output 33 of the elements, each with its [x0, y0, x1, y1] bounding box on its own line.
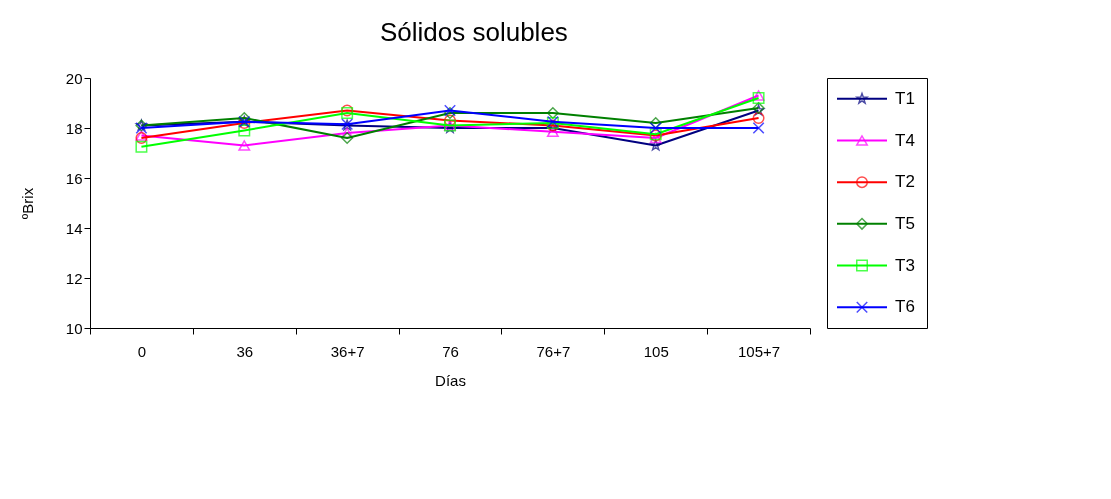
point	[135, 140, 148, 153]
y-axis-title: ºBrix	[18, 187, 36, 220]
y-tick-label: 16	[65, 169, 83, 187]
x-tick-label: 105+7	[738, 342, 781, 360]
point	[546, 126, 559, 138]
point	[546, 107, 559, 119]
x-tick-label: 76+7	[536, 342, 571, 360]
legend-label: T3	[895, 255, 915, 275]
y-tick-label: 10	[65, 319, 83, 337]
legend-label: T4	[895, 130, 915, 150]
x-tick-label: 76	[442, 342, 459, 360]
point	[238, 124, 251, 137]
point	[752, 122, 765, 134]
chart-title: Sólidos solubles	[379, 17, 568, 47]
legend-label: T2	[895, 172, 915, 192]
x-tick-label: 105	[643, 342, 669, 360]
y-tick-label: 12	[65, 269, 83, 287]
x-tick-label: 36+7	[330, 342, 365, 360]
point	[649, 122, 662, 134]
y-tick-label: 18	[65, 119, 83, 137]
x-tick-label: 0	[137, 342, 147, 360]
point	[341, 132, 354, 144]
point	[752, 112, 765, 124]
legend-label: T6	[895, 297, 915, 317]
y-tick-label: 14	[65, 219, 83, 237]
legend-label: T1	[895, 88, 915, 108]
y-tick-label: 20	[65, 69, 83, 87]
point	[444, 114, 456, 127]
x-tick-label: 36	[236, 342, 254, 360]
point	[238, 140, 251, 151]
point	[649, 139, 662, 151]
x-axis-title: Días	[435, 371, 466, 389]
legend-label: T5	[895, 213, 915, 233]
